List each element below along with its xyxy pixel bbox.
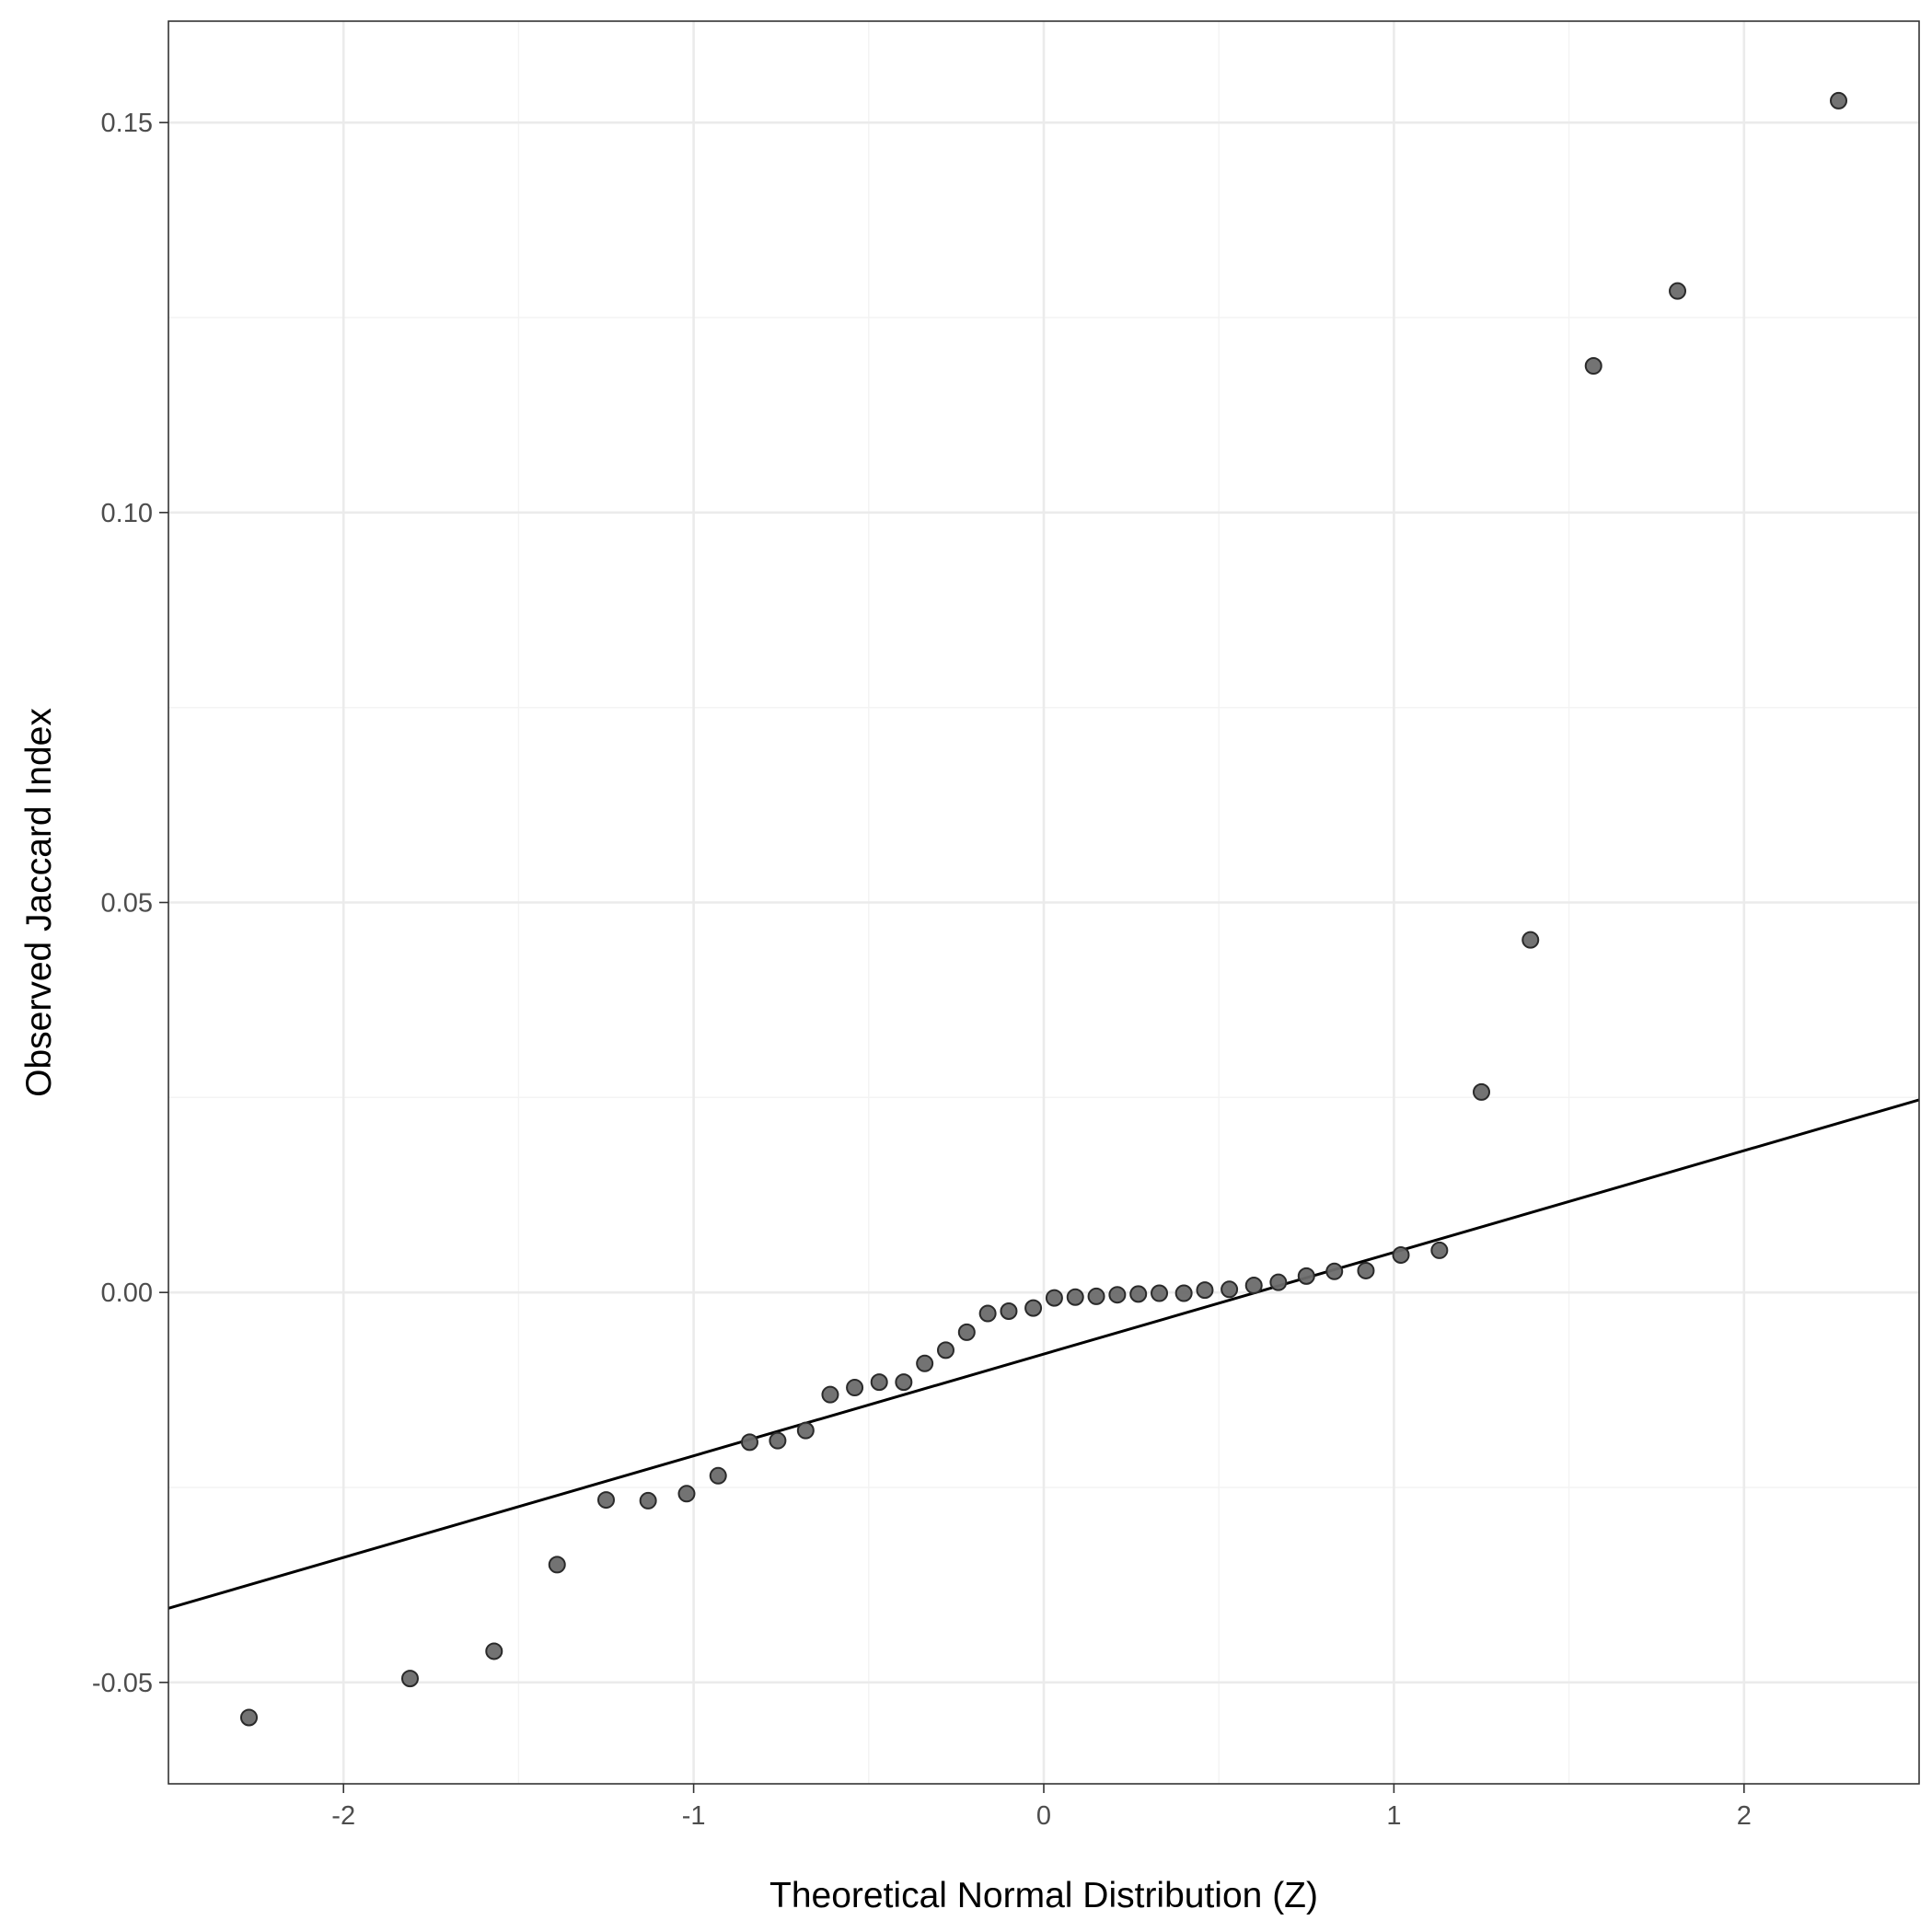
data-point xyxy=(1087,1287,1105,1305)
data-point xyxy=(740,1433,758,1452)
data-point xyxy=(936,1341,954,1359)
x-tick-label: 1 xyxy=(1386,1801,1401,1831)
data-point xyxy=(1129,1285,1148,1303)
data-point xyxy=(1024,1299,1043,1317)
data-point xyxy=(639,1491,657,1510)
data-point xyxy=(485,1642,503,1660)
data-point xyxy=(709,1466,727,1485)
reference-line-layer xyxy=(168,1098,1920,1610)
x-axis-title: Theoretical Normal Distribution (Z) xyxy=(769,1876,1318,1915)
data-point xyxy=(1000,1302,1018,1321)
data-point xyxy=(1066,1288,1084,1306)
data-point xyxy=(1196,1281,1214,1300)
data-point xyxy=(1244,1277,1263,1295)
y-tick-label: 0.00 xyxy=(101,1278,153,1308)
data-point xyxy=(1174,1284,1193,1302)
data-point xyxy=(870,1373,888,1392)
y-tick-label: -0.05 xyxy=(92,1669,153,1698)
data-point xyxy=(400,1670,419,1688)
data-point xyxy=(1221,1280,1239,1299)
x-tick-label: 2 xyxy=(1737,1801,1752,1831)
data-point xyxy=(1151,1284,1169,1302)
data-point xyxy=(978,1304,997,1323)
data-point xyxy=(769,1431,787,1450)
data-point xyxy=(597,1491,615,1510)
data-point xyxy=(548,1556,566,1574)
data-point xyxy=(846,1379,864,1397)
data-point xyxy=(1108,1286,1127,1304)
data-point xyxy=(1045,1289,1063,1307)
y-tick-label: 0.10 xyxy=(101,499,153,528)
data-point xyxy=(1473,1082,1490,1101)
data-point xyxy=(1269,1273,1288,1291)
data-point xyxy=(1357,1261,1375,1279)
data-point xyxy=(1297,1267,1315,1285)
data-points xyxy=(239,91,1848,1727)
data-point xyxy=(1521,931,1540,949)
x-tick-label: 0 xyxy=(1036,1801,1051,1831)
y-axis-title: Observed Jaccard Index xyxy=(19,708,59,1097)
data-point xyxy=(1669,282,1687,300)
data-point xyxy=(916,1354,934,1372)
data-point xyxy=(1392,1246,1410,1264)
y-axis: -0.05 0.00 0.05 0.10 0.15 xyxy=(92,109,168,1698)
y-tick-label: 0.05 xyxy=(101,889,153,919)
data-point xyxy=(1584,357,1602,376)
x-axis: -2 -1 0 1 2 xyxy=(331,1784,1752,1831)
data-point xyxy=(677,1485,696,1503)
data-point xyxy=(1325,1262,1344,1280)
data-point xyxy=(957,1323,976,1341)
y-tick-label: 0.15 xyxy=(101,109,153,138)
data-point xyxy=(1430,1241,1449,1259)
data-point xyxy=(895,1373,913,1392)
data-point xyxy=(796,1421,815,1440)
data-point xyxy=(1830,91,1848,110)
x-tick-label: -2 xyxy=(331,1801,355,1831)
x-tick-label: -1 xyxy=(682,1801,706,1831)
data-point xyxy=(821,1385,839,1404)
data-point xyxy=(239,1708,258,1727)
reference-line xyxy=(168,1098,1920,1610)
